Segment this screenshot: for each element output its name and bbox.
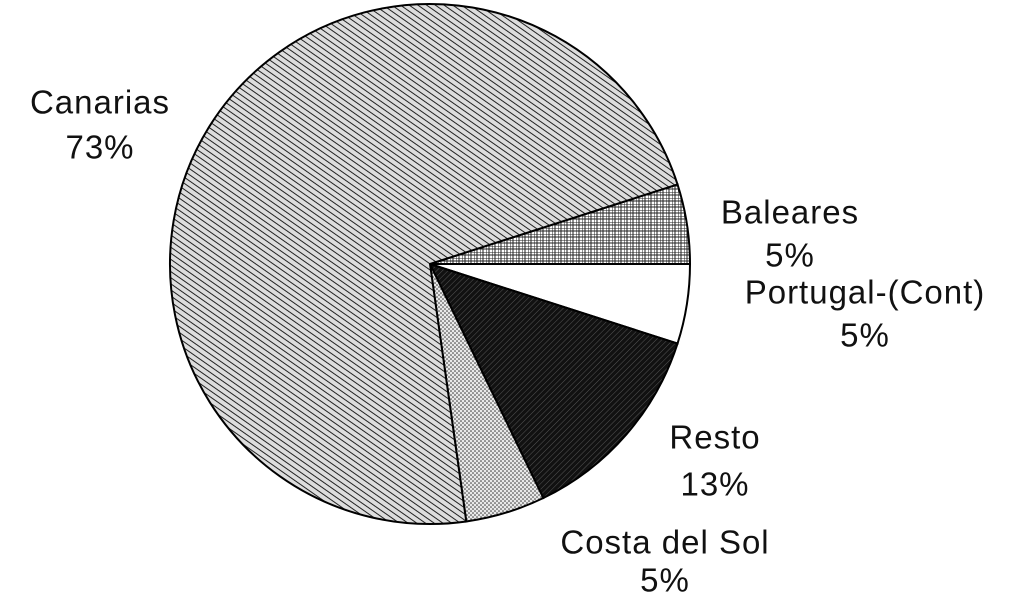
- pie-slice: [169, 3, 679, 525]
- slice-label: Canarias: [30, 84, 170, 121]
- slice-value-label: 5%: [765, 237, 815, 274]
- pie-slice: [428, 262, 679, 500]
- slice-label: Baleares: [721, 194, 859, 231]
- slice-label: Portugal-(Cont): [745, 274, 986, 311]
- slice-value-label: 13%: [680, 466, 749, 503]
- slice-value-label: 5%: [640, 562, 690, 599]
- slice-label: Resto: [669, 419, 760, 456]
- slice-value-label: 73%: [65, 129, 134, 166]
- slice-label: Costa del Sol: [560, 524, 769, 561]
- slice-value-label: 5%: [840, 317, 890, 354]
